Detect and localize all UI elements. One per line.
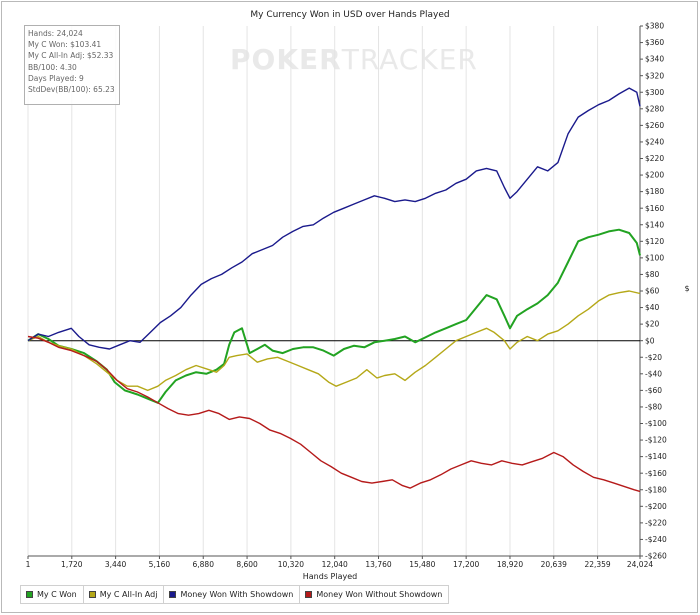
series-line-my-c-won xyxy=(27,228,641,404)
x-axis-label: Hands Played xyxy=(302,572,358,581)
y-tick-label: $320 xyxy=(645,71,664,80)
legend-swatch xyxy=(88,591,96,598)
y-tick-label: $20 xyxy=(645,320,660,329)
y-tick-label: $340 xyxy=(645,55,664,64)
series-line-money-won-with-showdown xyxy=(27,87,641,350)
x-tick-label: 1,720 xyxy=(61,560,83,569)
legend: My C Won My C All-In Adj Money Won With … xyxy=(20,585,450,604)
y-tick-label: -$140 xyxy=(645,452,667,461)
y-tick-label: $380 xyxy=(645,22,664,31)
y-tick-label: -$100 xyxy=(645,419,667,428)
y-tick-label: $100 xyxy=(645,253,664,262)
x-tick-label: 8,600 xyxy=(236,560,258,569)
x-tick-label: 15,480 xyxy=(409,560,435,569)
y-tick-label: -$200 xyxy=(645,502,667,511)
stat-stddev: StdDev(BB/100): 65.23 xyxy=(28,85,115,95)
y-tick-label: $360 xyxy=(645,38,664,47)
y-tick-label: $240 xyxy=(645,138,664,147)
stat-c-won: My C Won: $103.41 xyxy=(28,40,102,50)
legend-swatch xyxy=(305,591,313,598)
y-tick-label: $0 xyxy=(645,336,655,345)
legend-swatch xyxy=(169,591,177,598)
pokertracker-watermark: POKERTRACKER xyxy=(230,43,478,76)
legend-item-without-showdown[interactable]: Money Won Without Showdown xyxy=(300,586,448,603)
stat-hands: Hands: 24,024 xyxy=(28,29,83,38)
y-tick-label: $200 xyxy=(645,171,664,180)
legend-item-with-showdown[interactable]: Money Won With Showdown xyxy=(164,586,301,603)
legend-item-c-won[interactable]: My C Won xyxy=(21,586,84,603)
y-tick-label: -$40 xyxy=(645,369,662,378)
y-tick-label: -$80 xyxy=(645,403,662,412)
x-tick-label: 18,920 xyxy=(497,560,523,569)
legend-swatch xyxy=(26,591,33,598)
chart-title: My Currency Won in USD over Hands Played xyxy=(250,10,450,20)
y-tick-label: $120 xyxy=(645,237,664,246)
stats-box: Hands: 24,024 My C Won: $103.41 My C All… xyxy=(24,25,120,105)
y-tick-label: $160 xyxy=(645,204,664,213)
y-tick-label: -$260 xyxy=(645,552,667,561)
x-tick-label: 12,040 xyxy=(322,560,348,569)
y-tick-label: $220 xyxy=(645,154,664,163)
y-axis-label: $ xyxy=(684,284,689,293)
y-tick-label: -$120 xyxy=(645,436,667,445)
y-tick-label: $40 xyxy=(645,303,660,312)
y-tick-label: -$20 xyxy=(645,353,662,362)
y-tick-label: $180 xyxy=(645,187,664,196)
y-tick-label: $260 xyxy=(645,121,664,130)
x-tick-label: 20,639 xyxy=(541,560,567,569)
y-tick-label: -$160 xyxy=(645,469,667,478)
x-tick-label: 3,440 xyxy=(105,560,127,569)
y-tick-label: -$240 xyxy=(645,535,667,544)
stat-c-allin: My C All-In Adj: $52.33 xyxy=(28,51,114,61)
x-tick-label: 24,024 xyxy=(627,560,653,569)
x-tick-label: 13,760 xyxy=(365,560,391,569)
stat-bb100: BB/100: 4.30 xyxy=(28,62,77,72)
stat-days: Days Played: 9 xyxy=(28,73,84,83)
y-tick-label: $140 xyxy=(645,220,664,229)
x-tick-label: 1 xyxy=(26,560,31,569)
x-tick-label: 22,359 xyxy=(584,560,610,569)
y-tick-label: $80 xyxy=(645,270,660,279)
y-tick-label: $60 xyxy=(645,287,660,296)
x-tick-label: 10,320 xyxy=(278,560,304,569)
y-tick-label: -$220 xyxy=(645,518,667,527)
y-tick-label: -$60 xyxy=(645,386,662,395)
x-tick-label: 6,880 xyxy=(193,560,215,569)
x-tick-label: 17,200 xyxy=(453,560,479,569)
series-line-my-c-all-in-adj xyxy=(27,290,641,392)
legend-item-c-allin[interactable]: My C All-In Adj xyxy=(84,586,165,603)
y-tick-label: $300 xyxy=(645,88,664,97)
x-tick-label: 5,160 xyxy=(149,560,171,569)
series-line-money-won-without-showdown xyxy=(27,335,641,493)
y-tick-label: $280 xyxy=(645,104,664,113)
y-tick-label: -$180 xyxy=(645,485,667,494)
